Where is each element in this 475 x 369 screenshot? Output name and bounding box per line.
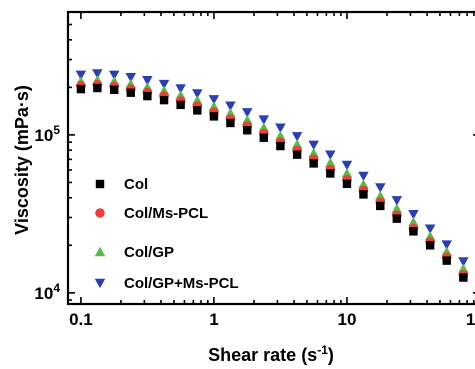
x-tick-label: 0.1 bbox=[69, 310, 93, 329]
data-marks bbox=[75, 69, 475, 291]
y-tick-label: 105 bbox=[34, 123, 60, 145]
data-point bbox=[424, 224, 436, 234]
data-point bbox=[259, 133, 268, 142]
legend-marker bbox=[95, 208, 105, 218]
data-point bbox=[409, 227, 418, 236]
legend-item: Col/Ms-PCL bbox=[95, 205, 208, 222]
data-point bbox=[391, 196, 403, 206]
x-axis-label-unit: (s bbox=[301, 345, 317, 365]
x-tick-label: 10 bbox=[338, 310, 357, 329]
data-point bbox=[291, 132, 303, 142]
data-point bbox=[292, 150, 302, 159]
data-point bbox=[392, 214, 402, 223]
data-point bbox=[359, 190, 368, 199]
plot-frame bbox=[66, 10, 475, 306]
data-point bbox=[442, 256, 451, 265]
tick-labels: 0.1110100104105 bbox=[34, 123, 475, 329]
data-point bbox=[258, 115, 270, 125]
data-point bbox=[193, 106, 202, 115]
x-tick-label: 1 bbox=[209, 310, 218, 329]
data-point bbox=[391, 203, 403, 214]
data-point bbox=[241, 108, 253, 118]
data-point bbox=[308, 148, 319, 158]
legend-marker bbox=[94, 278, 106, 289]
data-point bbox=[110, 85, 119, 95]
legend-item: Col/GP+Ms-PCL bbox=[94, 275, 239, 292]
series-col bbox=[76, 83, 468, 282]
data-point bbox=[143, 91, 152, 101]
x-axis-label-exponent: -1 bbox=[317, 343, 328, 357]
y-tick-label: 104 bbox=[34, 281, 60, 303]
data-point bbox=[176, 100, 185, 110]
data-point bbox=[92, 69, 103, 79]
y-axis-label: Viscosity (mPa·s) bbox=[12, 85, 32, 235]
data-point bbox=[375, 183, 386, 193]
data-point bbox=[309, 159, 318, 168]
data-point bbox=[325, 150, 336, 160]
data-point bbox=[226, 118, 235, 128]
data-point bbox=[75, 70, 87, 81]
legend-label: Col/GP bbox=[124, 244, 174, 261]
data-point bbox=[125, 72, 136, 83]
y-tick-label-exponent: 4 bbox=[53, 281, 60, 295]
data-point bbox=[458, 257, 469, 267]
data-point bbox=[458, 263, 469, 273]
data-point bbox=[243, 126, 252, 135]
data-point bbox=[108, 70, 120, 81]
legend: Col Col/Ms-PCL Col/GP Col/GP+Ms-PCL bbox=[94, 176, 239, 292]
data-point bbox=[341, 168, 353, 178]
series-col-gp-ms-pcl bbox=[75, 69, 475, 277]
data-point bbox=[275, 130, 286, 141]
legend-label: Col/GP+Ms-PCL bbox=[124, 275, 239, 292]
data-point bbox=[341, 160, 353, 171]
data-point bbox=[93, 83, 102, 93]
data-point bbox=[325, 157, 336, 168]
data-point bbox=[441, 240, 452, 250]
legend-item: Col/GP bbox=[94, 244, 174, 261]
data-point bbox=[342, 179, 352, 189]
data-point bbox=[209, 112, 219, 121]
x-axis-label: Shear rate (s-1) bbox=[208, 343, 334, 365]
data-point bbox=[375, 190, 386, 201]
data-point bbox=[326, 169, 335, 178]
data-point bbox=[76, 84, 86, 94]
data-point bbox=[358, 171, 369, 182]
data-point bbox=[408, 216, 419, 227]
y-tick-label-base: 10 bbox=[34, 126, 53, 145]
legend-marker bbox=[95, 179, 105, 189]
data-point bbox=[159, 95, 169, 105]
data-point bbox=[459, 273, 468, 282]
data-point bbox=[208, 95, 220, 105]
x-tick-label: 100 bbox=[466, 310, 475, 329]
legend-marker bbox=[94, 246, 106, 257]
y-tick-label-exponent: 5 bbox=[53, 123, 60, 137]
data-point bbox=[425, 241, 435, 250]
data-point bbox=[142, 76, 153, 86]
data-point bbox=[276, 141, 285, 151]
data-point bbox=[408, 209, 419, 220]
data-point bbox=[291, 139, 303, 149]
legend-label: Col/Ms-PCL bbox=[124, 205, 208, 222]
legend-item: Col bbox=[95, 176, 148, 193]
legend-label: Col bbox=[124, 176, 148, 193]
axis-ticks bbox=[68, 11, 475, 304]
data-point bbox=[275, 123, 286, 133]
data-point bbox=[158, 79, 170, 90]
data-point bbox=[192, 89, 203, 99]
data-point bbox=[175, 84, 186, 94]
data-point bbox=[308, 140, 319, 151]
data-point bbox=[358, 179, 369, 189]
y-tick-label-base: 10 bbox=[34, 284, 53, 303]
y-axis-label-text: Viscosity (mPa·s) bbox=[12, 85, 32, 235]
x-axis-label-main: Shear rate bbox=[208, 345, 296, 365]
x-axis-label-close: ) bbox=[328, 345, 334, 365]
data-point bbox=[126, 88, 135, 97]
data-point bbox=[225, 101, 236, 111]
data-point bbox=[376, 201, 385, 211]
